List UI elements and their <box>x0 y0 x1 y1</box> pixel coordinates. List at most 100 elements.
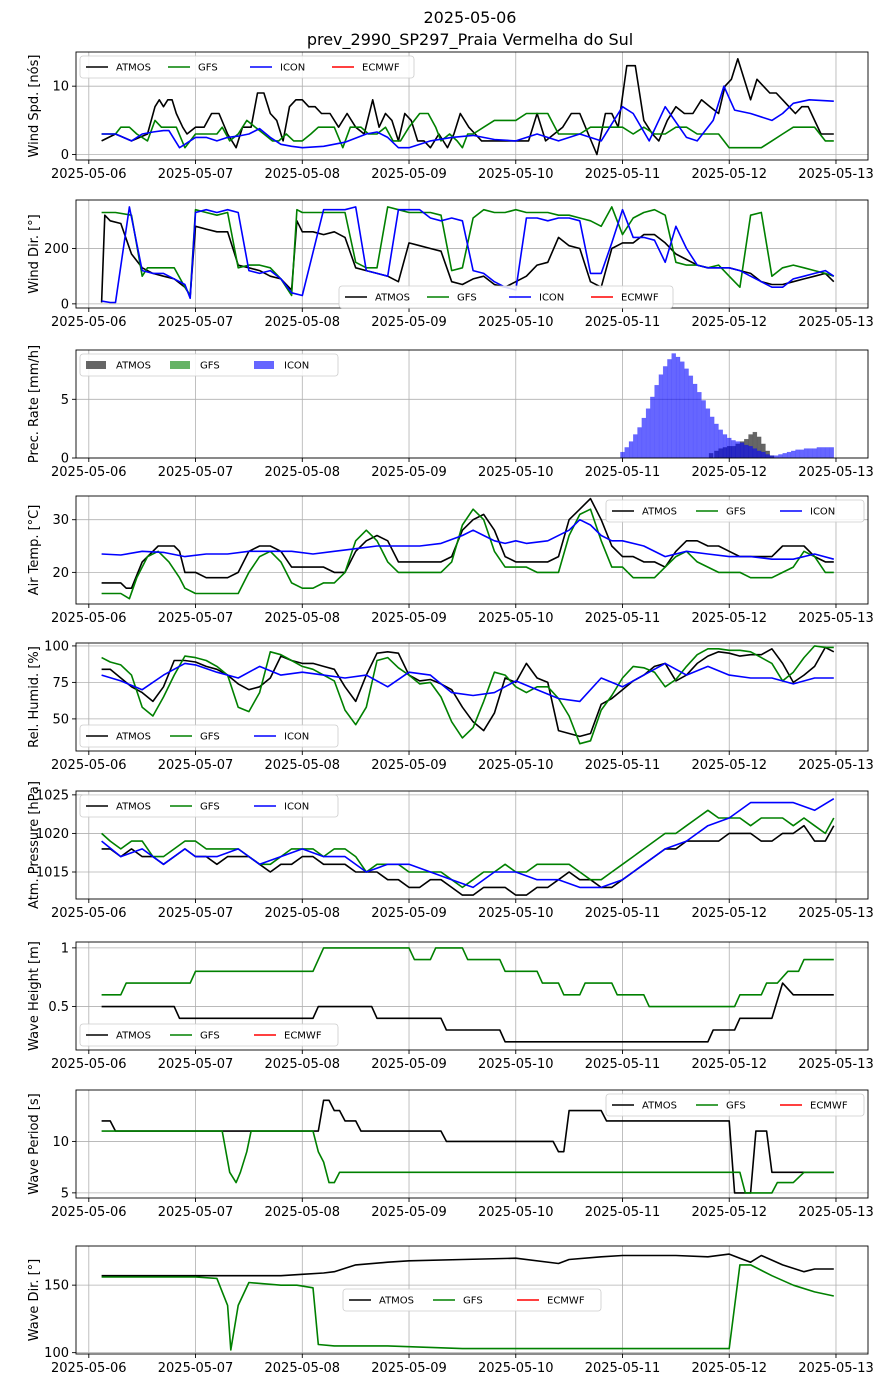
y-tick-label: 100 <box>44 1346 69 1361</box>
x-tick-label: 2025-05-11 <box>585 315 661 330</box>
series-line-icon <box>101 85 834 149</box>
legend-label-atmos: ATMOS <box>116 732 151 743</box>
y-axis-label: Wind Spd. [nós] <box>27 55 42 158</box>
x-tick-label: 2025-05-08 <box>265 1205 341 1220</box>
x-tick-label: 2025-05-09 <box>371 611 447 626</box>
x-tick-label: 2025-05-08 <box>265 465 341 480</box>
legend-box <box>605 499 865 523</box>
x-tick-label: 2025-05-11 <box>585 1361 661 1376</box>
precip-bar-icon <box>697 392 702 458</box>
series-line-atmos <box>101 982 834 1043</box>
precip-bar-icon <box>620 451 625 458</box>
legend-label-icon: ICON <box>284 361 309 372</box>
x-tick-label: 2025-05-10 <box>478 465 554 480</box>
series-line-atmos <box>101 57 834 156</box>
plot-area <box>101 1253 834 1351</box>
x-tick-label: 2025-05-07 <box>158 758 234 773</box>
x-tick-label: 2025-05-06 <box>51 758 127 773</box>
x-tick-label: 2025-05-09 <box>371 906 447 921</box>
legend: ATMOS GFS ICON ECMWF <box>338 285 674 309</box>
x-tick-label: 2025-05-07 <box>158 1205 234 1220</box>
x-tick-label: 2025-05-08 <box>265 906 341 921</box>
series-line-atmos <box>101 1099 834 1194</box>
legend-label-ecmwf: ECMWF <box>284 1031 322 1042</box>
x-tick-label: 2025-05-10 <box>478 1057 554 1072</box>
x-tick-label: 2025-05-07 <box>158 1057 234 1072</box>
precip-bar-icon <box>808 448 813 458</box>
x-tick-label: 2025-05-09 <box>371 758 447 773</box>
y-tick-label: 0 <box>61 452 69 467</box>
legend-label-gfs: GFS <box>457 293 477 304</box>
precip-bar-icon <box>671 353 677 458</box>
y-axis-label: Atm. Pressure [hPa] <box>27 781 42 909</box>
x-tick-label: 2025-05-06 <box>51 906 127 921</box>
x-tick-label: 2025-05-12 <box>691 315 767 330</box>
x-tick-label: 2025-05-07 <box>158 465 234 480</box>
precip-bar-icon <box>722 434 728 458</box>
precip-bar-icon <box>645 408 651 458</box>
chart-panel: 2025-05-06 2025-05-07 2025-05-08 2025-05-09… <box>27 199 874 330</box>
legend-label-gfs: GFS <box>726 507 746 518</box>
plot-frame <box>75 790 869 900</box>
precip-bar-icon <box>675 356 681 458</box>
x-tick-label: 2025-05-13 <box>798 1057 874 1072</box>
plot-frame <box>75 1089 869 1199</box>
legend-label-atmos: ATMOS <box>379 1296 414 1307</box>
y-tick-label: 10 <box>52 1135 69 1150</box>
legend-box <box>605 1093 865 1117</box>
y-axis-label: Air Temp. [°C] <box>27 505 42 596</box>
legend-label-atmos: ATMOS <box>642 507 677 518</box>
x-tick-label: 2025-05-06 <box>51 315 127 330</box>
legend-label-gfs: GFS <box>463 1296 483 1307</box>
legend: ATMOS GFS ICON ECMWF <box>79 55 415 79</box>
y-tick-label: 0.5 <box>48 1000 69 1015</box>
precip-bar-icon <box>633 434 638 458</box>
x-tick-label: 2025-05-07 <box>158 1361 234 1376</box>
legend-label-atmos: ATMOS <box>116 802 151 813</box>
precip-bar-atmos <box>761 443 766 458</box>
x-tick-label: 2025-05-06 <box>51 1361 127 1376</box>
x-tick-label: 2025-05-13 <box>798 1361 874 1376</box>
x-tick-label: 2025-05-07 <box>158 315 234 330</box>
precip-bar-icon <box>684 368 689 458</box>
x-tick-label: 2025-05-08 <box>265 1361 341 1376</box>
precip-bar-icon <box>641 417 647 458</box>
precip-bar-icon <box>731 440 736 458</box>
x-tick-label: 2025-05-09 <box>371 1361 447 1376</box>
chart-panel: 2025-05-06 2025-05-07 2025-05-08 2025-05-09… <box>27 941 874 1072</box>
precip-bar-icon <box>735 441 741 458</box>
y-axis-label: Prec. Rate [mm/h] <box>27 345 42 463</box>
y-axis-label: Wave Height [m] <box>27 941 42 1051</box>
legend-box <box>342 1288 602 1312</box>
plot-area <box>101 947 834 1043</box>
y-axis-label: Wind Dir. [°] <box>27 214 42 294</box>
x-tick-label: 2025-05-11 <box>585 1057 661 1072</box>
x-tick-label: 2025-05-09 <box>371 1205 447 1220</box>
series-line-icon <box>101 798 835 889</box>
x-tick-label: 2025-05-10 <box>478 167 554 182</box>
y-tick-label: 0 <box>61 148 69 163</box>
legend-label-atmos: ATMOS <box>642 1101 677 1112</box>
precip-bar-icon <box>650 396 655 458</box>
y-tick-label: 200 <box>44 242 69 257</box>
legend-label-icon: ICON <box>539 293 564 304</box>
x-tick-label: 2025-05-08 <box>265 167 341 182</box>
x-tick-label: 2025-05-06 <box>51 465 127 480</box>
x-tick-label: 2025-05-10 <box>478 1361 554 1376</box>
x-tick-label: 2025-05-10 <box>478 1205 554 1220</box>
chart-panel: 2025-05-06 2025-05-07 2025-05-08 2025-05-09… <box>27 1245 874 1376</box>
precip-bar-icon <box>816 447 822 458</box>
plot-frame <box>75 349 869 459</box>
x-tick-label: 2025-05-12 <box>691 465 767 480</box>
legend-swatch-gfs <box>170 361 190 369</box>
x-tick-label: 2025-05-09 <box>371 1057 447 1072</box>
legend-label-ecmwf: ECMWF <box>362 63 400 74</box>
x-tick-label: 2025-05-06 <box>51 611 127 626</box>
precip-bar-icon <box>709 416 715 458</box>
y-axis-label: Wave Dir. [°] <box>27 1259 42 1342</box>
plot-area <box>101 1099 834 1194</box>
x-tick-label: 2025-05-10 <box>478 315 554 330</box>
precip-bar-icon <box>803 448 809 458</box>
legend-box <box>79 55 415 79</box>
